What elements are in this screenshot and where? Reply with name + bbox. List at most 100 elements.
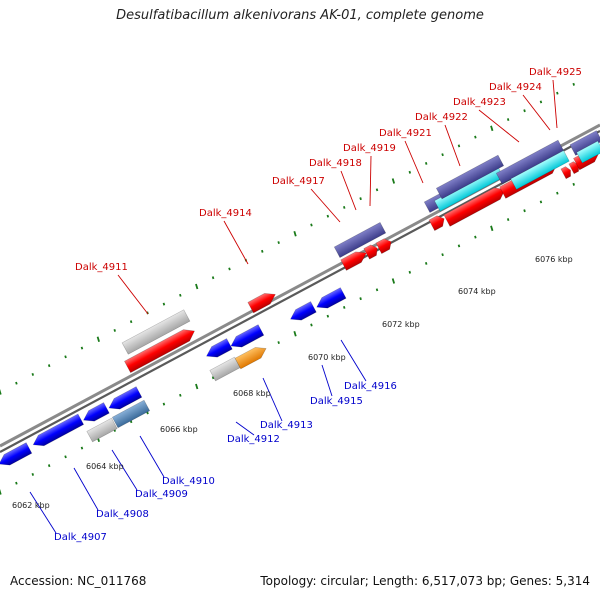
backbone-line [0,130,600,453]
label-leader-lines [29,79,558,534]
tick-mark [228,267,231,271]
tick-mark [146,411,149,415]
gene-feature-4918[interactable] [340,248,370,271]
gene-feature-4911[interactable] [124,325,197,374]
tick-mark [474,135,477,139]
leader-line [369,155,372,207]
gene-label-dalk-4915[interactable]: Dalk_4915 [310,396,363,407]
gene-feature-4909[interactable] [81,402,110,426]
tick-mark [391,278,396,284]
gene-label-dalk-4911[interactable]: Dalk_4911 [75,262,128,273]
tick-mark [261,249,264,253]
gene-feature-steel[interactable] [111,399,151,429]
gene-feature-4919b[interactable] [375,236,394,255]
tick-mark [343,305,346,309]
gene-label-dalk-4916[interactable]: Dalk_4916 [344,381,397,392]
leader-line [340,170,357,211]
leader-line [235,421,255,436]
map-title: Desulfatibacillum alkenivorans AK-01, co… [116,8,484,23]
gene-feature-4925b[interactable] [568,160,581,175]
tick-mark [277,341,280,345]
tick-mark [424,162,428,165]
tick-mark [457,144,461,148]
leader-line [117,274,149,315]
tick-mark [31,472,35,476]
gene-label-dalk-4919[interactable]: Dalk_4919 [343,143,396,154]
tick-mark [310,323,313,327]
gene-feature-4907[interactable] [0,442,33,470]
tick-mark [129,420,133,424]
tick-mark [490,125,494,132]
scale-label: 6062 kbp [12,501,50,510]
gene-feature-4913[interactable] [228,324,265,352]
gene-label-dalk-4912[interactable]: Dalk_4912 [227,434,280,445]
gene-feature-grey-c[interactable] [121,309,191,355]
tick-mark [162,402,166,406]
tick-mark [572,82,575,86]
gene-feature-4917[interactable] [333,222,387,258]
tick-mark [64,355,67,359]
gene-feature-4921b[interactable] [428,213,447,232]
gene-feature-4925a[interactable] [560,165,573,180]
scale-label: 6074 kbp [458,287,496,296]
gene-label-dalk-4909[interactable]: Dalk_4909 [135,489,188,500]
tick-mark [80,346,84,350]
tick-mark [15,481,18,485]
gene-feature-4924[interactable] [510,150,570,190]
gene-label-dalk-4917[interactable]: Dalk_4917 [272,176,325,187]
scale-label: 6076 kbp [535,255,573,264]
gene-feature-4921c[interactable] [435,154,505,200]
tick-mark [293,231,297,237]
gene-label-dalk-4925[interactable]: Dalk_4925 [529,67,582,78]
gene-label-dalk-4921[interactable]: Dalk_4921 [379,128,432,139]
gene-feature-grey-a[interactable] [86,417,118,443]
gene-label-dalk-4918[interactable]: Dalk_4918 [309,158,362,169]
gene-feature-4916[interactable] [314,287,347,313]
tick-mark [179,293,182,297]
gene-label-dalk-4922[interactable]: Dalk_4922 [415,112,468,123]
gene-label-dalk-4914[interactable]: Dalk_4914 [199,208,252,219]
tick-mark [96,336,100,343]
tick-mark [0,389,2,395]
tick-mark [506,118,510,121]
tick-mark [211,376,215,380]
gene-feature-orange[interactable] [234,343,269,370]
leader-line [321,364,333,397]
gene-feature-4919[interactable] [363,243,380,260]
tick-mark [293,331,297,337]
leader-line [223,220,249,265]
leader-line [73,467,99,511]
tick-mark [64,455,67,459]
gene-feature-4925d[interactable] [569,130,600,156]
leader-line [139,435,165,478]
scale-label: 6064 kbp [86,462,124,471]
tick-mark [47,364,51,368]
tick-mark [441,253,444,257]
tick-mark [211,276,215,280]
gene-feature-4922b[interactable] [443,184,508,227]
gene-feature-4908[interactable] [30,413,85,450]
gene-label-dalk-4924[interactable]: Dalk_4924 [489,82,542,93]
tick-mark [539,200,543,204]
gene-label-dalk-4910[interactable]: Dalk_4910 [162,476,215,487]
leader-line [444,124,461,167]
leader-line [310,188,341,223]
gene-feature-4910[interactable] [106,386,143,414]
gene-feature-4925e[interactable] [576,140,600,164]
tick-mark [195,283,199,290]
gene-label-dalk-4908[interactable]: Dalk_4908 [96,509,149,520]
scale-ticks [0,82,575,495]
tick-mark [113,329,116,332]
gene-feature-4915[interactable] [288,301,317,325]
gene-feature-4914[interactable] [247,289,278,314]
gene-feature-4912[interactable] [204,338,233,362]
leader-line [262,377,283,422]
gene-label-dalk-4907[interactable]: Dalk_4907 [54,532,107,543]
scale-label: 6068 kbp [233,389,271,398]
gene-feature-grey-b[interactable] [209,356,241,382]
accession-text: Accession: NC_011768 [10,574,147,588]
tick-mark [129,320,133,324]
gene-label-dalk-4913[interactable]: Dalk_4913 [260,420,313,431]
tick-mark [490,225,494,232]
gene-label-dalk-4923[interactable]: Dalk_4923 [453,97,506,108]
